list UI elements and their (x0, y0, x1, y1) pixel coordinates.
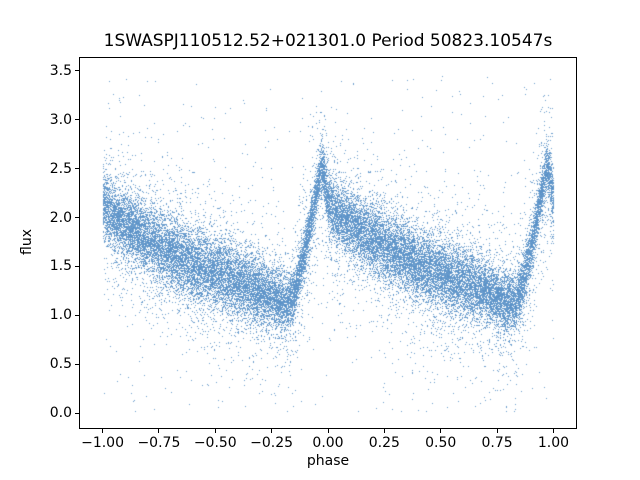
y-tick-mark (75, 265, 79, 267)
y-tick-label: 3.5 (49, 62, 72, 79)
y-tick-mark (75, 70, 79, 72)
chart-title: 1SWASPJ110512.52+021301.0 Period 50823.1… (103, 31, 553, 51)
x-tick-mark (327, 429, 329, 433)
y-tick-mark (75, 119, 79, 121)
y-tick-mark (75, 314, 79, 316)
y-tick-label: 2.0 (49, 209, 72, 226)
x-tick-label: −0.50 (193, 435, 237, 451)
x-tick-label: −1.00 (81, 435, 124, 451)
x-tick-mark (383, 429, 385, 433)
y-tick-label: 0.0 (49, 405, 72, 422)
y-tick-mark (75, 412, 79, 414)
x-tick-label: 0.75 (481, 435, 513, 451)
scatter-points-canvas (80, 58, 576, 428)
x-tick-label: −0.75 (137, 435, 181, 451)
y-tick-mark (75, 217, 79, 219)
x-tick-mark (552, 429, 554, 433)
x-axis-label: phase (306, 453, 350, 469)
y-tick-mark (75, 363, 79, 365)
x-tick-mark (496, 429, 498, 433)
x-tick-mark (214, 429, 216, 433)
x-tick-label: 0.50 (425, 435, 457, 451)
x-tick-mark (158, 429, 160, 433)
y-tick-mark (75, 168, 79, 170)
x-tick-label: 0.25 (368, 435, 400, 451)
x-tick-label: 1.00 (537, 435, 570, 451)
y-tick-label: 2.5 (49, 160, 72, 177)
y-tick-label: 0.5 (49, 356, 72, 373)
y-tick-label: 1.0 (49, 307, 72, 324)
y-tick-label: 3.0 (49, 111, 72, 128)
x-tick-mark (440, 429, 442, 433)
x-tick-mark (102, 429, 104, 433)
y-axis-label: flux (19, 229, 35, 255)
plot-area: −1.00 −0.75 −0.50 −0.25 0.00 0.25 0.50 0.75 1.00… (50, 57, 577, 451)
y-tick-label: 1.5 (49, 258, 72, 275)
x-tick-label: −0.25 (250, 435, 294, 451)
x-tick-label: 0.00 (312, 435, 344, 451)
x-tick-mark (271, 429, 273, 433)
